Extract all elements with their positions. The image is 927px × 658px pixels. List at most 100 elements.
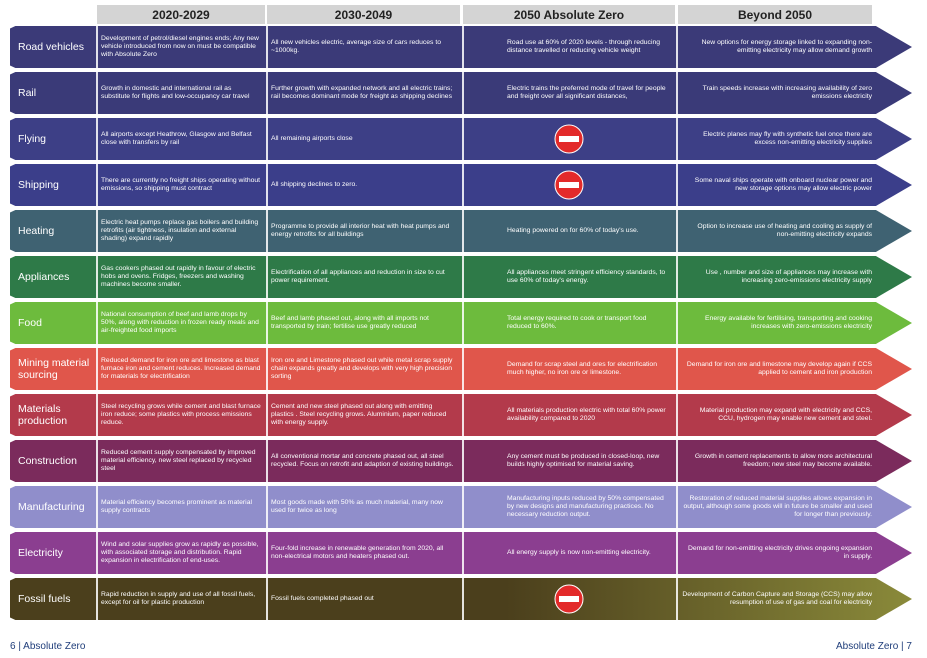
row-band xyxy=(10,164,912,206)
cell-text: Material efficiency becomes prominent as… xyxy=(101,498,252,514)
cell-text: Wind and solar supplies grow as rapidly … xyxy=(101,540,259,565)
cell-text: Reduced cement supply compensated by imp… xyxy=(101,448,256,473)
cell-text: Material production may expand with elec… xyxy=(699,406,872,422)
column-header: 2030-2049 xyxy=(267,5,460,24)
separator xyxy=(462,118,464,160)
row-label: Road vehicles xyxy=(18,41,84,53)
separator xyxy=(462,26,464,68)
row-label: Shipping xyxy=(18,179,59,191)
separator xyxy=(266,486,268,528)
cell-text: Growth in domestic and international rai… xyxy=(101,84,250,100)
cell-text: Use , number and size of appliances may … xyxy=(705,268,872,284)
cell-text: Demand for scrap steel and ores for elec… xyxy=(507,360,657,376)
separator xyxy=(266,348,268,390)
cell-text: All shipping declines to zero. xyxy=(271,180,358,188)
separator xyxy=(462,440,464,482)
cell-text: Cement and new steel phased out along wi… xyxy=(271,402,447,427)
cell-text: Restoration of reduced material supplies… xyxy=(683,494,872,519)
cell-text: Most goods made with 50% as much materia… xyxy=(271,498,443,514)
cell-text: Four-fold increase in renewable generati… xyxy=(271,544,444,560)
separator xyxy=(96,440,98,482)
row-label: Rail xyxy=(18,87,37,99)
separator xyxy=(266,302,268,344)
cell-text: Reduced demand for iron ore and limeston… xyxy=(101,356,261,381)
cell-text: Total energy required to cook or transpo… xyxy=(507,314,647,330)
separator xyxy=(96,72,98,114)
separator xyxy=(266,164,268,206)
cell-text: All new vehicles electric, average size … xyxy=(271,38,441,54)
row-label: Construction xyxy=(18,455,77,467)
separator xyxy=(266,210,268,252)
row-label: Materials production xyxy=(18,403,68,427)
separator xyxy=(266,26,268,68)
separator xyxy=(96,118,98,160)
separator xyxy=(676,486,678,528)
column-header: 2020-2029 xyxy=(97,5,265,24)
separator xyxy=(462,72,464,114)
row-label: Fossil fuels xyxy=(18,593,71,605)
separator xyxy=(462,486,464,528)
row-label: Heating xyxy=(18,225,55,237)
separator xyxy=(96,256,98,298)
separator xyxy=(462,348,464,390)
cell-text: Fossil fuels completed phased out xyxy=(271,594,374,602)
separator xyxy=(462,164,464,206)
separator xyxy=(96,210,98,252)
separator xyxy=(462,302,464,344)
row-label: Electricity xyxy=(18,547,63,559)
cell-text: Some naval ships operate with onboard nu… xyxy=(694,176,872,192)
separator xyxy=(676,440,678,482)
icon-bar xyxy=(559,596,579,602)
separator xyxy=(96,578,98,620)
cell-text: National consumption of beef and lamb dr… xyxy=(101,310,259,335)
row-label: Mining material sourcing xyxy=(18,357,90,381)
icon-bar xyxy=(559,182,579,188)
row-band xyxy=(10,26,912,68)
cell-text: Beef and lamb phased out, along with all… xyxy=(271,314,429,330)
separator xyxy=(676,26,678,68)
cell-text: All airports except Heathrow, Glasgow an… xyxy=(101,130,252,146)
column-header: Beyond 2050 xyxy=(678,5,872,24)
separator xyxy=(96,486,98,528)
separator xyxy=(266,118,268,160)
cell-text: All remaining airports close xyxy=(271,134,353,142)
cell-text: Energy available for fertilising, transp… xyxy=(705,314,872,330)
separator xyxy=(96,302,98,344)
cell-text: Gas cookers phased out rapidly in favour… xyxy=(101,264,256,289)
cell-text: Electric heat pumps replace gas boilers … xyxy=(101,218,259,243)
cell-text: There are currently no freight ships ope… xyxy=(101,176,261,192)
separator xyxy=(462,210,464,252)
row-label: Manufacturing xyxy=(18,501,85,513)
cell-text: Road use at 60% of 2020 levels - through… xyxy=(507,38,661,54)
cell-text: Any cement must be produced in closed-lo… xyxy=(507,452,660,468)
separator xyxy=(462,578,464,620)
separator xyxy=(266,72,268,114)
cell-text: Option to increase use of heating and co… xyxy=(697,222,872,238)
footer-left: 6 | Absolute Zero xyxy=(10,641,86,652)
row-band xyxy=(10,302,912,344)
row-band xyxy=(10,486,912,528)
cell-text: Demand for iron ore and limestone may de… xyxy=(686,360,872,376)
cell-text: All conventional mortar and concrete pha… xyxy=(271,452,454,468)
cell-text: Heating powered on for 60% of today's us… xyxy=(507,226,639,234)
cell-text: Development of Carbon Capture and Storag… xyxy=(682,590,872,606)
row-band xyxy=(10,256,912,298)
row-band xyxy=(10,72,912,114)
separator xyxy=(96,164,98,206)
separator xyxy=(676,118,678,160)
row-band xyxy=(10,394,912,436)
separator xyxy=(96,26,98,68)
separator xyxy=(266,578,268,620)
separator xyxy=(676,302,678,344)
separator xyxy=(676,72,678,114)
separator xyxy=(96,348,98,390)
row-band xyxy=(10,532,912,574)
separator xyxy=(96,532,98,574)
separator xyxy=(462,256,464,298)
separator xyxy=(462,532,464,574)
cell-text: New options for energy storage linked to… xyxy=(701,38,872,54)
column-header: 2050 Absolute Zero xyxy=(463,5,675,24)
footer-right: Absolute Zero | 7 xyxy=(836,641,912,652)
cell-text: Manufacturing inputs reduced by 50% comp… xyxy=(507,494,664,519)
separator xyxy=(266,394,268,436)
